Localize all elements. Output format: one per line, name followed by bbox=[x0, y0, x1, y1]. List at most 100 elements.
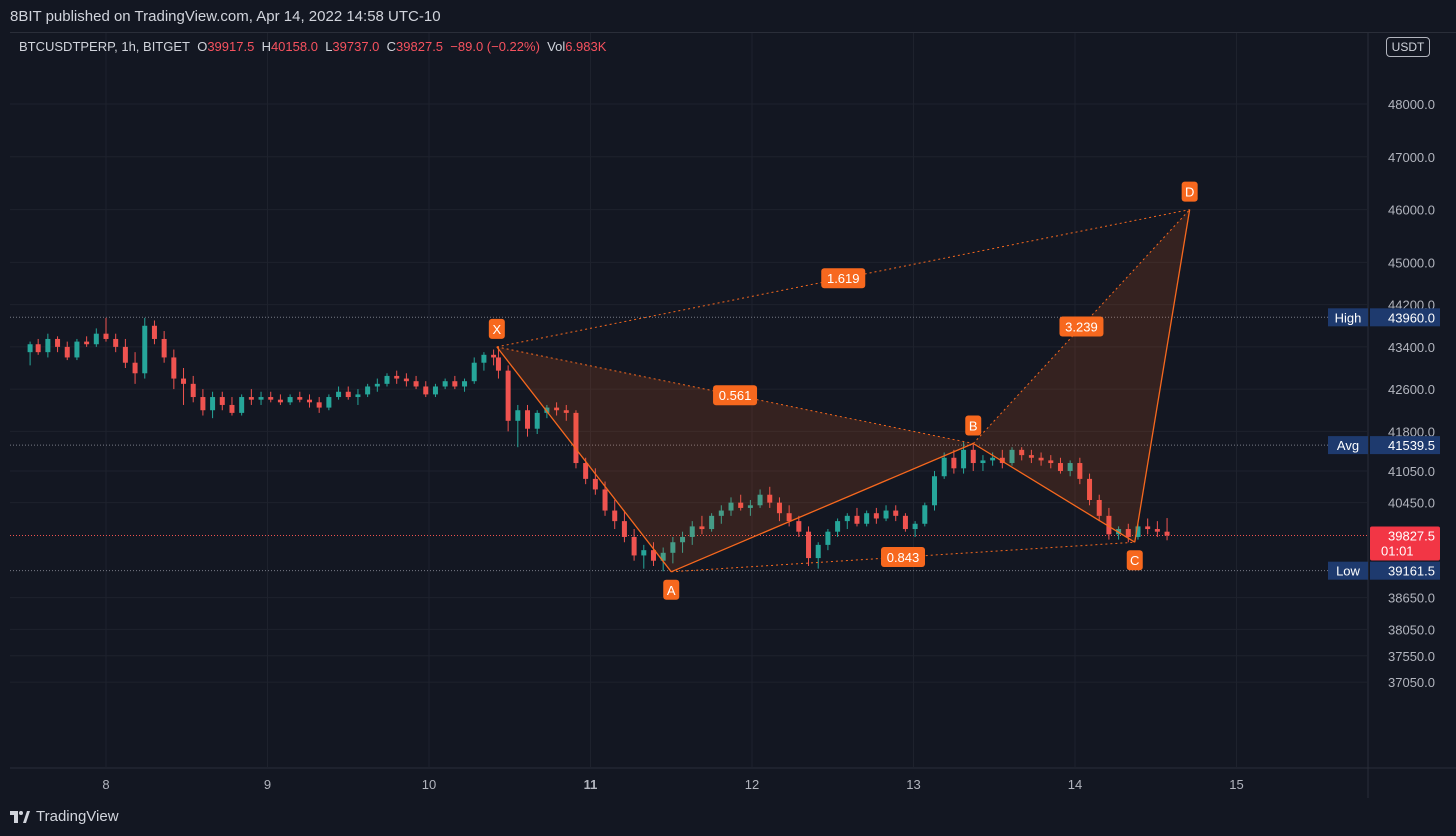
candle-body bbox=[1028, 455, 1034, 458]
candle-body bbox=[893, 510, 899, 516]
price-tick-label: 47000.0 bbox=[1388, 150, 1435, 165]
candle-body bbox=[326, 397, 332, 408]
candle-body bbox=[864, 513, 870, 524]
price-line-value-avg: 41539.5 bbox=[1388, 438, 1435, 453]
candle-body bbox=[248, 397, 254, 400]
currency-button[interactable]: USDT bbox=[1386, 37, 1430, 57]
candle-body bbox=[1154, 529, 1160, 532]
candle-body bbox=[650, 550, 656, 561]
candle-body bbox=[815, 544, 821, 559]
candle-body bbox=[345, 391, 351, 398]
candle-body bbox=[316, 402, 322, 408]
price-lines bbox=[10, 316, 1368, 572]
candle-body bbox=[432, 386, 438, 395]
point-label-a: A bbox=[667, 583, 676, 598]
price-line-label-avg: Avg bbox=[1337, 438, 1359, 453]
price-line-label-high: High bbox=[1335, 310, 1362, 325]
pattern-ratio-line-xb bbox=[496, 346, 974, 444]
price-tick-label: 41800.0 bbox=[1388, 424, 1435, 439]
candle-body bbox=[423, 386, 429, 395]
ratio-label-bg bbox=[881, 547, 926, 568]
ratio-label-ac: 0.843 bbox=[887, 550, 920, 565]
candle-body bbox=[403, 378, 409, 382]
candle-body bbox=[239, 397, 245, 413]
axis-tags: High 43960.0 Avg 41539.5 Low 39161.5 39827.501… bbox=[1328, 308, 1440, 580]
candle-body bbox=[757, 494, 763, 506]
candle-body bbox=[1135, 526, 1141, 537]
last-price-value: 39827.5 bbox=[1388, 529, 1435, 544]
candle-body bbox=[554, 407, 560, 411]
price-tick-label: 41050.0 bbox=[1388, 464, 1435, 479]
candle-body bbox=[268, 397, 274, 400]
ratio-label-bg bbox=[821, 268, 866, 289]
candle-body bbox=[1019, 449, 1025, 456]
candle-body bbox=[689, 526, 695, 537]
ratio-label-xd: 1.619 bbox=[827, 271, 860, 286]
candle-body bbox=[1145, 526, 1151, 530]
pattern-ratio-line-bd bbox=[972, 209, 1191, 444]
candle-body bbox=[1106, 515, 1112, 535]
point-label-c: C bbox=[1130, 553, 1139, 568]
symbol-legend: BTCUSDTPERP, 1h, BITGET O39917.5 H40158.… bbox=[19, 39, 606, 54]
candle-body bbox=[1087, 478, 1093, 500]
candle-body bbox=[495, 357, 501, 371]
candle-body bbox=[122, 346, 128, 363]
candle-body bbox=[583, 463, 589, 479]
legend-low-value: 39737.0 bbox=[332, 39, 380, 54]
legend-change: −89.0 (−0.22%) bbox=[450, 39, 540, 54]
candle-body bbox=[854, 515, 860, 524]
price-line-label-bg bbox=[1328, 561, 1368, 580]
time-axis[interactable]: 8 9 10 11 12 13 14 15 bbox=[102, 777, 1243, 792]
bar-countdown: 01:01 bbox=[1381, 544, 1414, 559]
candle-body bbox=[767, 494, 773, 503]
time-tick-label: 9 bbox=[264, 777, 271, 792]
harmonic-pattern[interactable]: 0.561 1.619 3.239 0.843 X A B C D bbox=[488, 181, 1198, 600]
candle-body bbox=[602, 489, 608, 511]
legend-close-value: 39827.5 bbox=[396, 39, 444, 54]
candle-body bbox=[931, 476, 937, 506]
point-label-b: B bbox=[969, 419, 978, 434]
time-tick-label: 12 bbox=[745, 777, 759, 792]
candle-body bbox=[844, 515, 850, 522]
price-axis[interactable]: 48000.047000.046000.045000.044200.043400… bbox=[1388, 97, 1435, 690]
candle-body bbox=[462, 381, 468, 387]
candle-body bbox=[534, 412, 540, 429]
grid-lines bbox=[10, 33, 1456, 798]
candle-body bbox=[210, 397, 216, 411]
candle-body bbox=[1164, 531, 1170, 536]
legend-symbol: BTCUSDTPERP, 1h, BITGET bbox=[19, 39, 190, 54]
candle-body bbox=[699, 526, 705, 530]
point-label-bg bbox=[1181, 181, 1198, 202]
candle-body bbox=[336, 391, 342, 398]
legend-open-label: O bbox=[197, 39, 208, 54]
candle-body bbox=[277, 399, 283, 403]
price-line-label-low: Low bbox=[1336, 564, 1360, 579]
time-tick-label: 11 bbox=[584, 777, 598, 792]
tradingview-logo[interactable]: TradingView bbox=[10, 808, 119, 825]
candle-body bbox=[355, 394, 361, 398]
price-tick-label: 45000.0 bbox=[1388, 255, 1435, 270]
time-tick-label: 8 bbox=[102, 777, 109, 792]
pattern-leg-cd bbox=[1134, 209, 1191, 543]
candle-body bbox=[999, 457, 1005, 464]
candle-body bbox=[64, 346, 70, 358]
price-tick-label: 37550.0 bbox=[1388, 649, 1435, 664]
tradingview-wordmark: TradingView bbox=[36, 808, 119, 825]
candle-body bbox=[747, 505, 753, 508]
point-label-x: X bbox=[492, 322, 501, 337]
candle-body bbox=[113, 338, 119, 347]
candle-body bbox=[471, 362, 477, 382]
candle-body bbox=[84, 341, 90, 345]
chart-frame bbox=[10, 32, 1456, 799]
candle-body bbox=[181, 378, 187, 384]
point-label-bg bbox=[663, 579, 680, 600]
candle-body bbox=[883, 510, 889, 519]
candle-body bbox=[670, 542, 676, 553]
candle-body bbox=[709, 515, 715, 530]
legend-high-label: H bbox=[261, 39, 271, 54]
candle-body bbox=[200, 397, 206, 411]
candle-body bbox=[563, 410, 569, 413]
candle-body bbox=[35, 344, 41, 353]
candle-body bbox=[45, 338, 51, 353]
